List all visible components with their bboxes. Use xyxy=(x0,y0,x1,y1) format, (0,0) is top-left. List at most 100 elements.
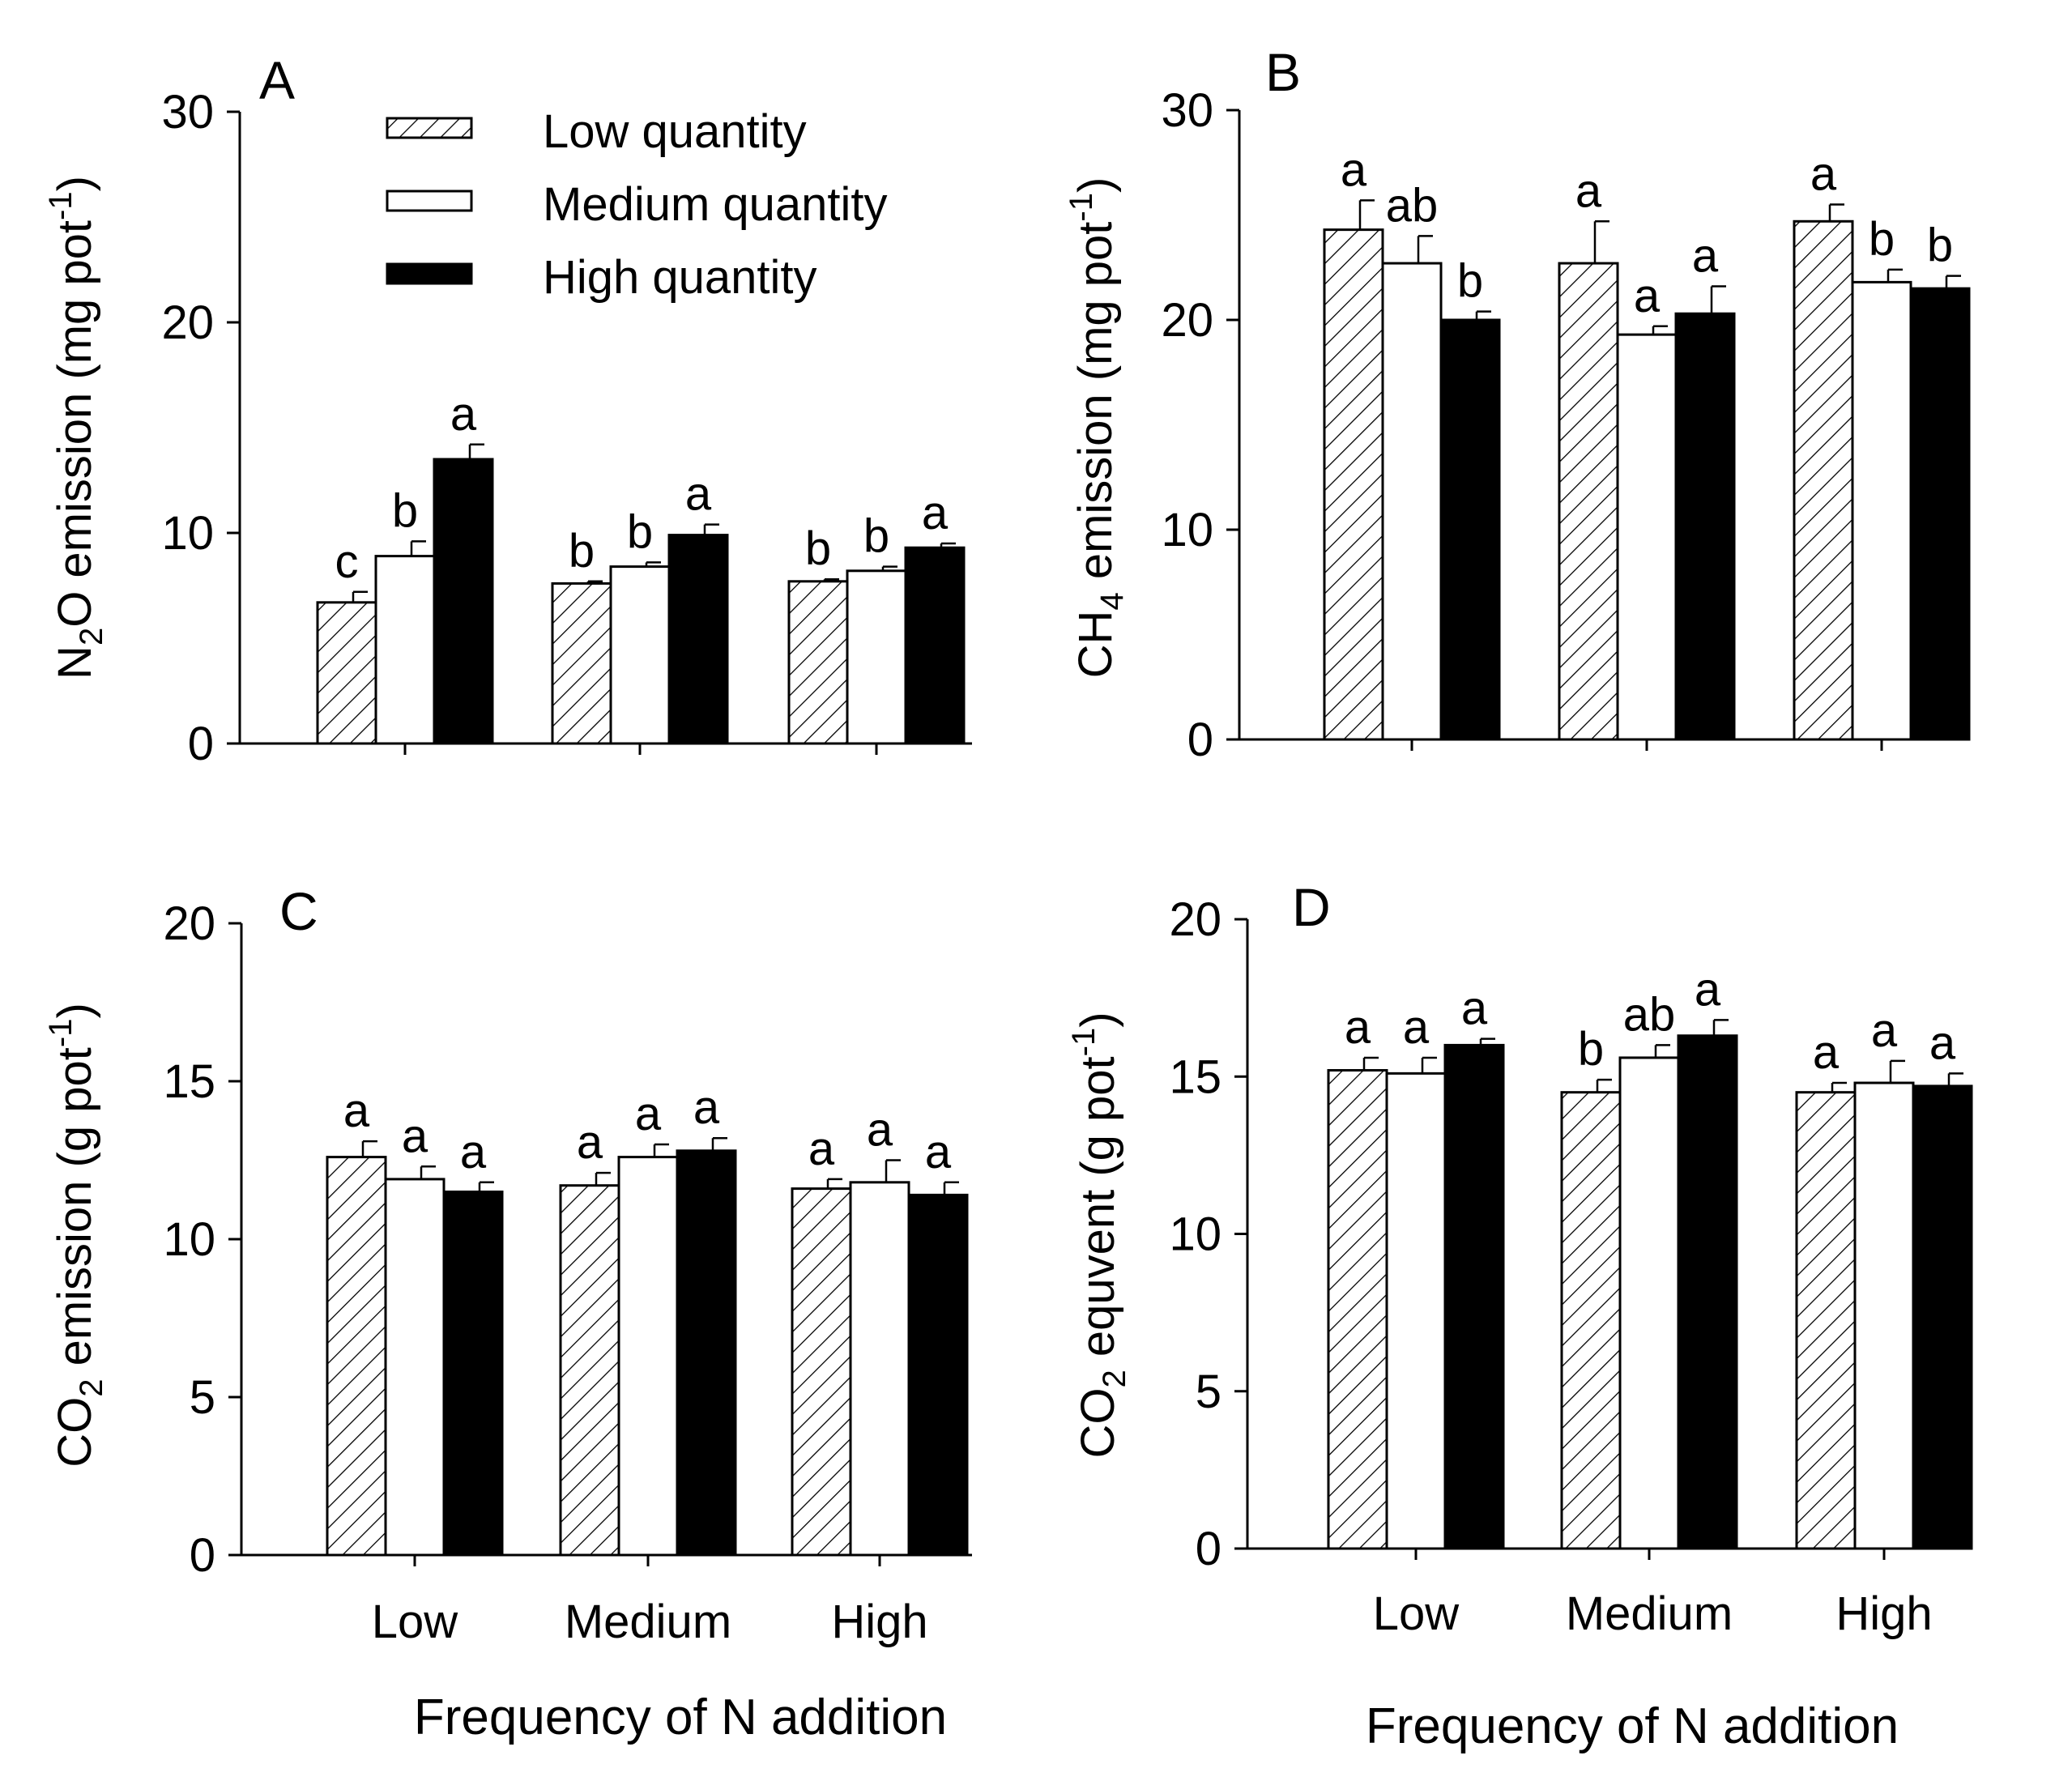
bar-medium-quantity-high xyxy=(849,1181,910,1557)
significance-letter: a xyxy=(1692,230,1719,283)
significance-letter: b xyxy=(627,505,653,558)
significance-letter: ab xyxy=(1623,988,1676,1041)
y-tick-label: 20 xyxy=(1169,893,1221,946)
y-axis-title: CO2 emission (g pot-1) xyxy=(43,1003,109,1468)
significance-letter: b xyxy=(863,510,889,563)
bar-low-quantity-medium xyxy=(1560,1091,1622,1550)
significance-letter: a xyxy=(922,487,949,539)
significance-letter: a xyxy=(1871,1004,1898,1057)
y-tick-label: 10 xyxy=(1161,504,1213,556)
bar-low-quantity-medium xyxy=(1558,262,1619,741)
bar-high-quantity-high xyxy=(907,1193,969,1557)
bar-high-quantity-high xyxy=(1909,287,1971,741)
y-tick-label: 30 xyxy=(161,86,214,138)
bar-low-quantity-high xyxy=(1795,1091,1857,1550)
bar-low-quantity-low xyxy=(316,601,377,745)
panel-c: C 0 5 10 15 20 Low Medium High CO2 emission (g po… xyxy=(43,881,972,1648)
x-category-label: Low xyxy=(372,1596,459,1648)
bar-high-quantity-low xyxy=(1443,1043,1505,1550)
y-tick-label: 0 xyxy=(1196,1523,1221,1575)
significance-letter: b xyxy=(1927,219,1953,272)
y-tick-label: 30 xyxy=(1161,84,1213,137)
bar-high-quantity-medium xyxy=(1674,312,1736,741)
y-tick-label: 15 xyxy=(163,1055,215,1108)
significance-letter: a xyxy=(1810,148,1837,201)
y-tick-label: 0 xyxy=(1187,714,1213,766)
bar-medium-quantity-high xyxy=(846,569,907,745)
bar-high-quantity-low xyxy=(1439,318,1501,741)
bar-low-quantity-low xyxy=(1323,228,1384,741)
y-tick-label: 0 xyxy=(188,718,214,770)
y-tick-label: 5 xyxy=(190,1371,215,1424)
significance-letter: b xyxy=(569,525,595,577)
bar-low-quantity-high xyxy=(787,580,849,745)
bar-low-quantity-medium xyxy=(559,1184,620,1557)
significance-letter: a xyxy=(460,1126,487,1178)
significance-letter: c xyxy=(335,535,359,588)
panel-label: B xyxy=(1265,42,1301,102)
significance-letter: a xyxy=(402,1110,428,1162)
y-tick-label: 10 xyxy=(1169,1208,1221,1261)
y-tick-label: 15 xyxy=(1169,1050,1221,1103)
bar-medium-quantity-low xyxy=(1381,262,1443,741)
x-category-label: Medium xyxy=(565,1596,731,1648)
y-axis-title: CO2 equvent (g pot-1) xyxy=(1066,1012,1132,1458)
significance-letter: a xyxy=(1461,982,1488,1035)
panel-label: D xyxy=(1292,877,1331,937)
bar-medium-quantity-low xyxy=(384,1178,446,1557)
significance-letter: a xyxy=(693,1081,720,1134)
bar-low-quantity-low xyxy=(326,1156,387,1557)
significance-letter: a xyxy=(1575,164,1602,217)
significance-letter: a xyxy=(1929,1016,1956,1069)
legend-label-high-quantity: High quantity xyxy=(543,251,817,304)
bar-high-quantity-high xyxy=(904,546,966,745)
significance-letter: a xyxy=(1813,1026,1840,1079)
significance-letter: a xyxy=(1341,143,1367,196)
bar-low-quantity-medium xyxy=(551,582,612,745)
y-tick-label: 20 xyxy=(161,296,214,349)
x-axis-title-left: Frequency of N addition xyxy=(414,1689,947,1745)
bar-high-quantity-low xyxy=(433,458,494,745)
bar-medium-quantity-low xyxy=(1385,1072,1447,1550)
bar-medium-quantity-medium xyxy=(609,565,671,745)
x-axis-title-right: Frequency of N addition xyxy=(1366,1698,1899,1754)
significance-letter: a xyxy=(685,468,712,521)
significance-letter: a xyxy=(867,1104,893,1157)
bar-low-quantity-low xyxy=(1327,1068,1388,1550)
significance-letter: a xyxy=(1403,1001,1430,1054)
panel-label: C xyxy=(279,881,318,941)
significance-letter: a xyxy=(343,1084,370,1137)
y-axis-title: N2O emission (mg pot-1) xyxy=(43,176,109,680)
x-category-label: High xyxy=(831,1596,927,1648)
x-category-label: Medium xyxy=(1566,1587,1733,1640)
y-tick-label: 20 xyxy=(1161,294,1213,347)
bar-medium-quantity-medium xyxy=(617,1156,679,1557)
significance-letter: b xyxy=(392,484,418,537)
significance-letter: a xyxy=(1695,963,1721,1016)
y-tick-label: 10 xyxy=(161,507,214,560)
bar-high-quantity-low xyxy=(442,1191,504,1557)
significance-letter: b xyxy=(1869,213,1895,266)
significance-letter: a xyxy=(808,1123,835,1175)
significance-letter: a xyxy=(577,1116,603,1169)
legend: Low quantity Medium quantity High quanti… xyxy=(386,105,888,304)
significance-letter: a xyxy=(1345,1001,1371,1054)
bar-medium-quantity-medium xyxy=(1618,1056,1680,1550)
bar-medium-quantity-high xyxy=(1851,280,1912,741)
y-tick-label: 10 xyxy=(163,1213,215,1266)
bar-medium-quantity-low xyxy=(374,555,436,745)
y-tick-label: 0 xyxy=(190,1529,215,1582)
bar-medium-quantity-medium xyxy=(1616,333,1678,741)
significance-letter: b xyxy=(805,522,831,575)
significance-letter: ab xyxy=(1386,179,1439,232)
x-category-label: High xyxy=(1835,1587,1932,1640)
significance-letter: b xyxy=(1457,255,1483,308)
bar-high-quantity-medium xyxy=(676,1149,737,1557)
legend-label-low-quantity: Low quantity xyxy=(543,105,807,158)
significance-letter: a xyxy=(450,388,477,441)
panel-label: A xyxy=(259,50,295,110)
bar-high-quantity-medium xyxy=(667,534,729,745)
significance-letter: a xyxy=(925,1126,952,1178)
